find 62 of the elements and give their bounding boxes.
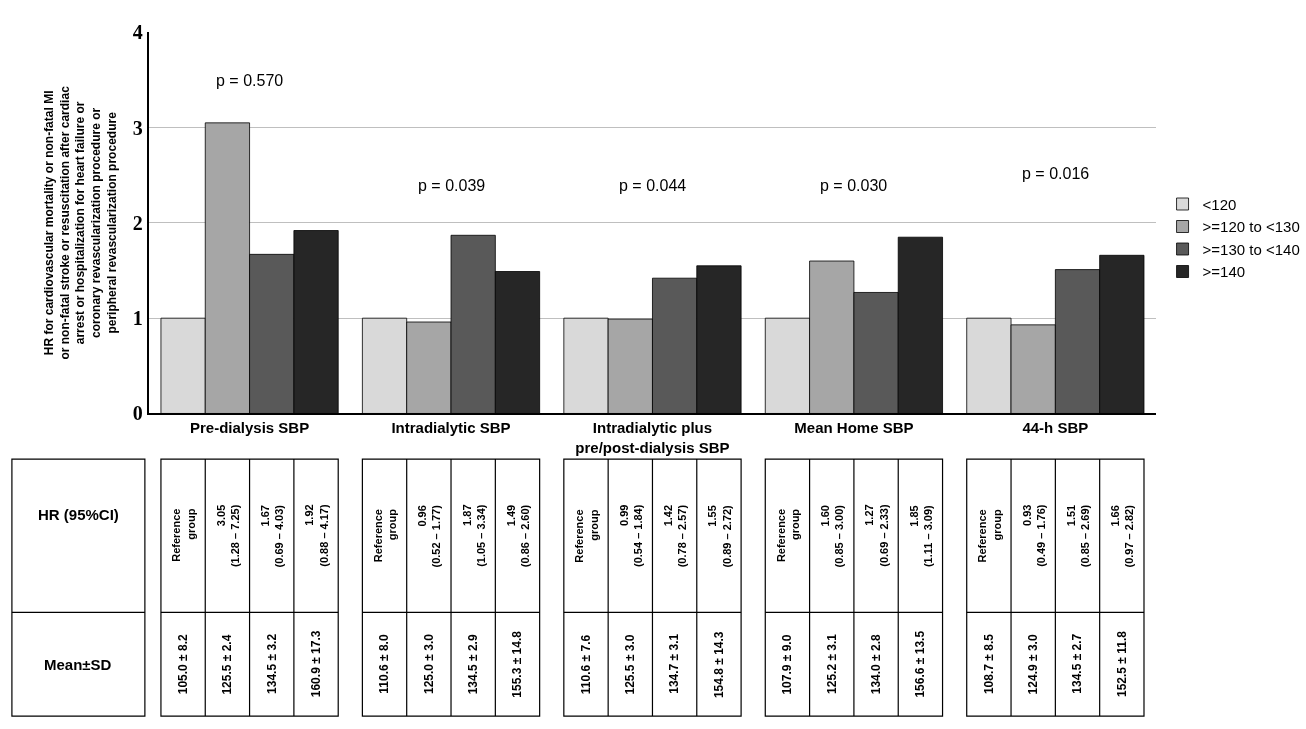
text: 160.9 ± 17.3 (308, 630, 323, 698)
annotation: p = 0.039 (418, 177, 486, 194)
text: 107.9 ± 9.0 (780, 634, 795, 695)
text: 156.6 ± 13.5 (913, 630, 928, 698)
x-tick-label: Pre-dialysis SBP (189, 419, 310, 437)
y-tick-label: 0 (132, 402, 143, 425)
text: Reference group (371, 508, 399, 563)
text: 124.9 ± 3.0 (1026, 634, 1041, 695)
y-tick-label: 3 (132, 116, 143, 139)
text: 134.0 ± 2.8 (868, 633, 883, 695)
text: 125.5 ± 2.4 (220, 634, 235, 695)
text: Mean±SD (44, 656, 112, 673)
text: 154.8 ± 14.3 (711, 631, 726, 699)
y-tick-label: 4 (132, 21, 143, 44)
text: 125.5 ± 3.0 (623, 634, 638, 695)
text: 108.7 ± 8.5 (981, 633, 996, 695)
text: 1.51 (0.85 – 2.69) (1064, 504, 1092, 568)
text: 1.55 (0.89 – 2.72) (706, 504, 733, 568)
text: 110.6 ± 8.0 (377, 634, 392, 694)
text: Reference group (976, 509, 1003, 563)
text: 152.5 ± 11.8 (1114, 630, 1129, 698)
legend-label: >=120 to <130 (1202, 218, 1300, 236)
text: 155.3 ± 14.8 (510, 630, 525, 698)
text: 1.67 (0.69 – 4.03) (259, 504, 286, 568)
text: 1.85 (1.11 – 3.09) (907, 504, 935, 568)
text: 125.0 ± 3.0 (421, 633, 436, 695)
y-tick-label: 1 (132, 307, 143, 330)
x-tick-label: Intradialytic plus pre/post-dialysis SBP (575, 419, 730, 456)
text: 1.60 (0.85 – 3.00) (819, 504, 846, 568)
legend-label: >=130 to <140 (1202, 240, 1300, 258)
annotation: p = 0.044 (619, 177, 687, 194)
annotation: p = 0.030 (820, 177, 888, 194)
text: 1.49 (0.86 – 2.60) (504, 504, 532, 568)
text: Reference group (170, 508, 197, 562)
text: 134.5 ± 3.2 (264, 633, 279, 694)
text: 125.2 ± 3.1 (824, 633, 839, 694)
text: HR (95%CI) (38, 506, 119, 523)
text: Reference group (573, 509, 600, 563)
text: 1.87 (1.05 – 3.34) (460, 504, 487, 567)
text: 1.92 (0.88 – 4.17) (303, 504, 330, 567)
x-tick-label: 44-h SBP (1022, 419, 1089, 437)
legend-label: <120 (1202, 195, 1237, 213)
text: 105.0 ± 8.2 (175, 633, 190, 695)
text: 1.27 (0.69 – 2.33) (863, 504, 890, 567)
x-tick-label: Intradialytic SBP (391, 419, 511, 437)
text: Reference group (774, 508, 802, 563)
annotation: p = 0.016 (1022, 165, 1090, 182)
text: 3.05 (1.28 – 7.25) (214, 504, 242, 568)
text: 110.6 ± 7.6 (578, 634, 593, 695)
text: 0.93 (0.49 – 1.76) (1020, 504, 1047, 567)
text: 134.7 ± 3.1 (667, 633, 682, 694)
text: 1.42 (0.78 – 2.57) (661, 504, 689, 568)
annotation: p = 0.570 (216, 72, 284, 89)
text: 134.5 ± 2.9 (466, 634, 481, 695)
x-tick-label: Mean Home SBP (794, 419, 914, 437)
text: 0.99 (0.54 – 1.84) (617, 504, 644, 567)
y-tick-label: 2 (132, 211, 143, 234)
text: 0.96 (0.52 – 1.77) (416, 504, 443, 568)
text: 134.5 ± 2.7 (1070, 633, 1085, 694)
legend-label: >=140 (1202, 263, 1246, 281)
text: 1.66 (0.97 – 2.82) (1109, 504, 1136, 568)
y-axis-title: HR for cardiovascular mortality or non-fatal MI or non-fatal stroke or resuscitation after cardiac arrest or hospitalization for heart failure or coronary revascularization procedure or peripheral revascularization procedure (42, 85, 119, 360)
